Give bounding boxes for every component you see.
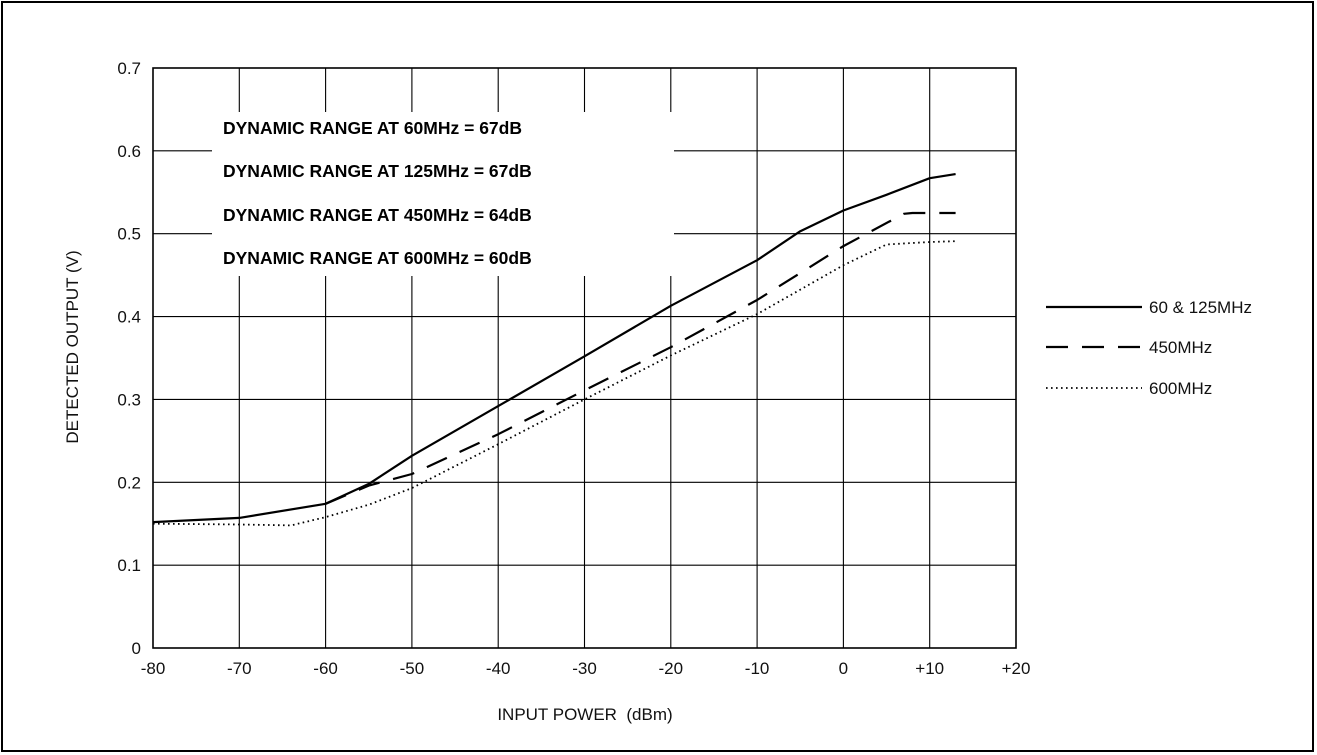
annotation-dynamic-range: DYNAMIC RANGE AT 125MHz = 67dB bbox=[223, 161, 532, 181]
annotation-dynamic-range: DYNAMIC RANGE AT 450MHz = 64dB bbox=[223, 205, 532, 225]
grid bbox=[152, 67, 1017, 649]
x-tick-label: -60 bbox=[313, 659, 338, 678]
y-tick-label: 0.7 bbox=[117, 59, 141, 78]
y-tick-label: 0.3 bbox=[117, 390, 141, 409]
y-axis-label: DETECTED OUTPUT (V) bbox=[63, 250, 82, 443]
series-line-2 bbox=[325, 211, 956, 505]
x-axis-label: INPUT POWER (dBm) bbox=[497, 705, 672, 724]
y-tick-label: 0.4 bbox=[117, 308, 141, 327]
y-tick-label: 0.1 bbox=[117, 556, 141, 575]
annotation-dynamic-range: DYNAMIC RANGE AT 600MHz = 60dB bbox=[223, 248, 532, 268]
x-tick-label: +10 bbox=[915, 659, 944, 678]
x-tick-label: -10 bbox=[745, 659, 770, 678]
legend: 60 & 125MHz 450MHz 600MHz bbox=[1046, 298, 1252, 398]
legend-label: 600MHz bbox=[1149, 379, 1212, 398]
x-tick-label: +20 bbox=[1002, 659, 1031, 678]
y-tick-label: 0 bbox=[132, 639, 141, 658]
legend-label: 450MHz bbox=[1149, 338, 1212, 357]
legend-label: 60 & 125MHz bbox=[1149, 298, 1252, 317]
x-tick-label: -30 bbox=[572, 659, 597, 678]
series-lines bbox=[152, 173, 956, 527]
x-tick-label: -50 bbox=[400, 659, 425, 678]
x-tick-label: -40 bbox=[486, 659, 511, 678]
annotation-dynamic-range: DYNAMIC RANGE AT 60MHz = 67dB bbox=[223, 118, 522, 138]
y-tick-label: 0.6 bbox=[117, 142, 141, 161]
x-tick-label: -80 bbox=[141, 659, 166, 678]
x-tick-label: -20 bbox=[659, 659, 684, 678]
y-tick-labels: 0 0.1 0.2 0.3 0.4 0.5 0.6 0.7 bbox=[117, 59, 141, 658]
series-line-3 bbox=[152, 240, 956, 527]
annotation-background bbox=[212, 112, 674, 276]
y-tick-label: 0.5 bbox=[117, 225, 141, 244]
x-tick-label: -70 bbox=[227, 659, 252, 678]
x-tick-labels: -80 -70 -60 -50 -40 -30 -20 -10 0 +10 +20 bbox=[141, 659, 1031, 678]
y-tick-label: 0.2 bbox=[117, 473, 141, 492]
annotations: DYNAMIC RANGE AT 60MHz = 67dB DYNAMIC RAN… bbox=[212, 112, 674, 276]
x-tick-label: 0 bbox=[839, 659, 848, 678]
